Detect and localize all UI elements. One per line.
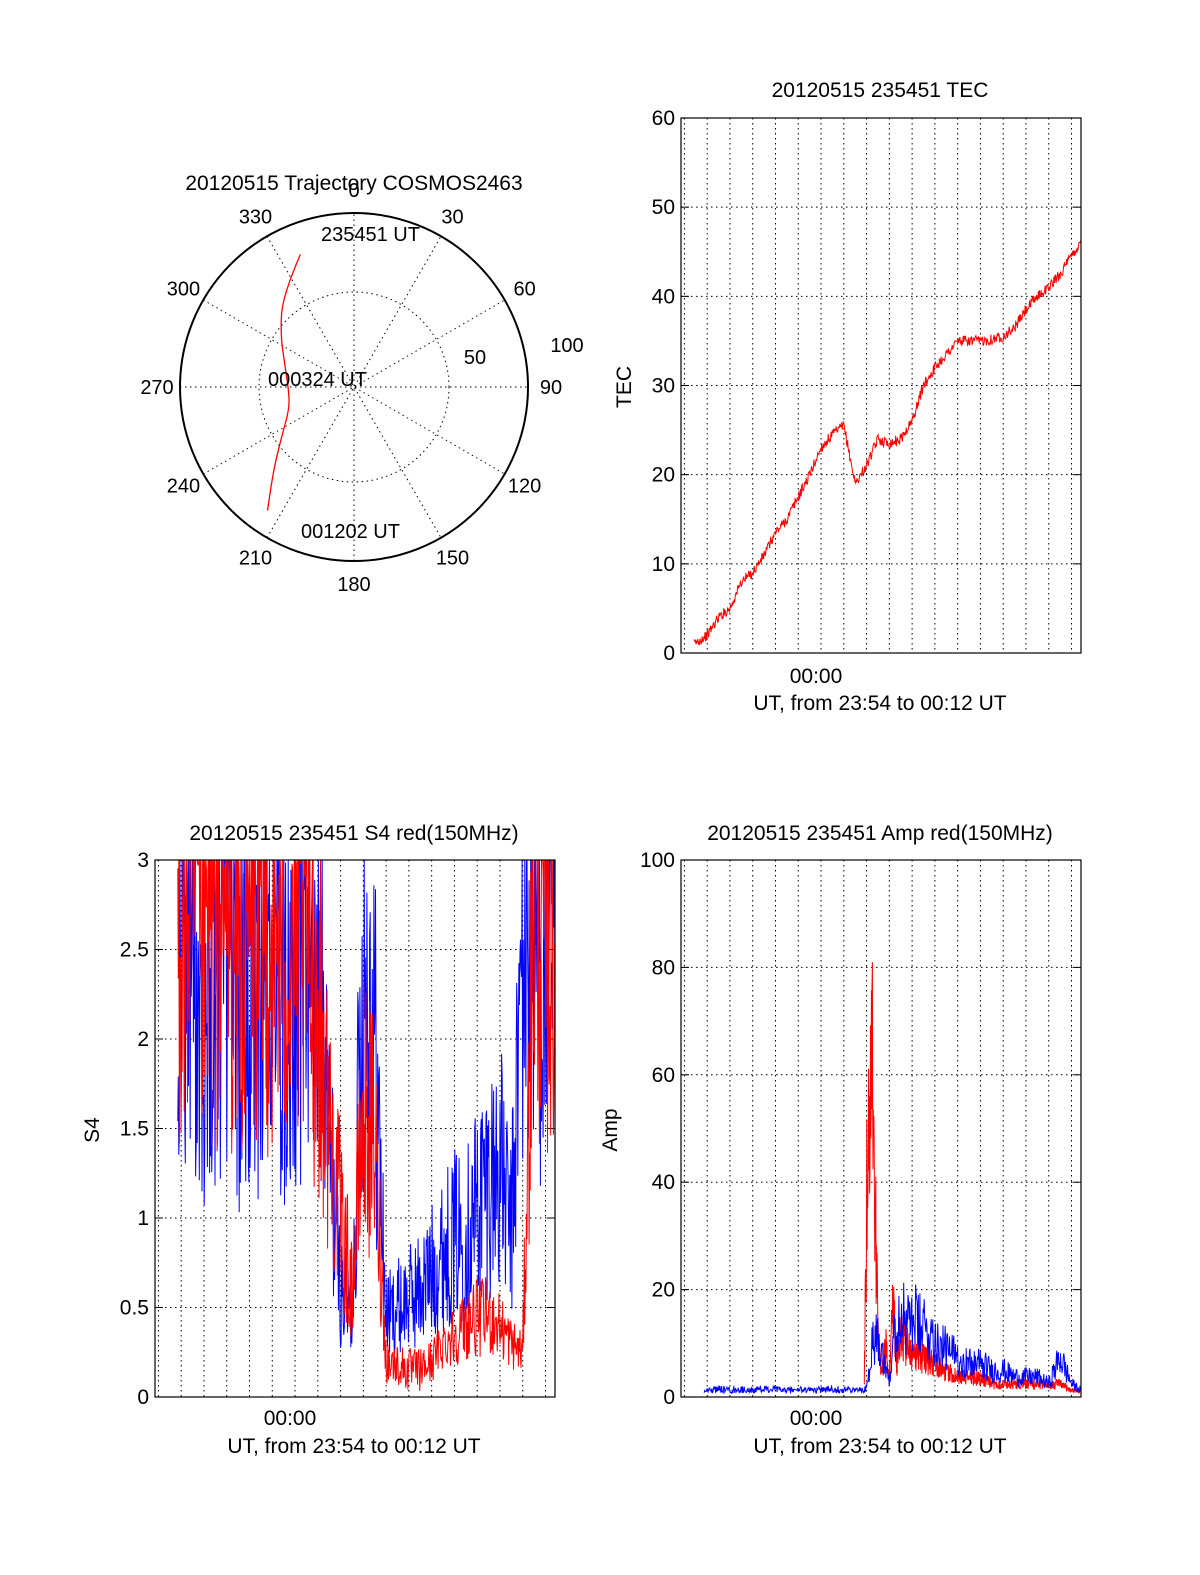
polar-grid — [179, 212, 529, 562]
s4-title: 20120515 235451 S4 red(150MHz) — [189, 822, 518, 845]
y-tick-label: 80 — [652, 956, 675, 979]
amp-x-tick-label: 00:00 — [790, 1407, 843, 1430]
polar-angle-label: 60 — [513, 279, 535, 301]
s4-series — [177, 859, 556, 1392]
amp-y-tick-labels: 0 20 40 60 80 100 — [640, 849, 675, 1409]
polar-spoke — [266, 236, 442, 538]
polar-radius-label-50: 50 — [464, 347, 486, 369]
s4-y-axis-label: S4 — [81, 1117, 104, 1143]
tec-series — [693, 239, 1082, 646]
y-tick-label: 40 — [652, 285, 675, 308]
y-tick-label: 2 — [137, 1028, 149, 1051]
tec-x-axis-label: UT, from 23:54 to 00:12 UT — [753, 692, 1006, 715]
y-tick-label: 3 — [137, 849, 149, 872]
polar-inner-circle — [258, 291, 450, 483]
polar-angle-labels: 0 30 60 90 120 150 180 210 240 270 300 330 — [140, 180, 562, 596]
y-tick-label: 20 — [652, 1279, 675, 1302]
red-series-line — [177, 859, 556, 1392]
polar-angle-label: 270 — [140, 377, 173, 399]
tec-grid — [681, 117, 1081, 654]
trajectory-start-label: 235451 UT — [321, 224, 420, 246]
polar-radius-label-100: 100 — [550, 335, 583, 357]
polar-angle-label: 150 — [436, 548, 469, 570]
y-tick-label: 50 — [652, 196, 675, 219]
polar-angle-label: 180 — [337, 574, 370, 596]
y-tick-label: 10 — [652, 553, 675, 576]
amp-title: 20120515 235451 Amp red(150MHz) — [707, 822, 1053, 845]
trajectory-end-label: 001202 UT — [301, 521, 400, 543]
polar-trajectory-panel: 20120515 Trajectory COSMOS2463 0 30 60 90 12… — [140, 172, 583, 596]
trajectory-line — [266, 254, 302, 511]
polar-spoke — [203, 299, 505, 475]
tec-title: 20120515 235451 TEC — [772, 79, 989, 102]
y-tick-label: 20 — [652, 464, 675, 487]
amp-panel: 20120515 235451 Amp red(150MHz) 0 20 40 60 8… — [599, 822, 1082, 1458]
y-tick-label: 1.5 — [120, 1118, 149, 1141]
y-tick-label: 60 — [652, 1064, 675, 1087]
polar-angle-label: 240 — [167, 476, 200, 498]
tec-y-axis-label: TEC — [613, 366, 636, 408]
y-tick-label: 60 — [652, 107, 675, 130]
amp-series — [703, 962, 1082, 1395]
tec-x-tick-label: 00:00 — [790, 665, 843, 688]
tec-y-tick-labels: 0 10 20 30 40 50 60 — [652, 107, 675, 665]
trajectory-mid-label: 000324 UT — [268, 369, 367, 391]
s4-plot-frame — [154, 859, 556, 1398]
polar-spoke — [203, 299, 505, 475]
amp-y-axis-label: Amp — [599, 1108, 622, 1151]
y-tick-label: 0 — [137, 1386, 149, 1409]
y-tick-label: 0 — [663, 642, 675, 665]
polar-title: 20120515 Trajectory COSMOS2463 — [185, 172, 522, 195]
y-tick-label: 0.5 — [120, 1297, 149, 1320]
y-tick-label: 100 — [640, 849, 675, 872]
polar-angle-label: 120 — [508, 476, 541, 498]
y-tick-label: 0 — [663, 1386, 675, 1409]
s4-y-tick-labels: 0 0.5 1 1.5 2 2.5 3 — [120, 849, 149, 1409]
amp-grid — [681, 859, 1081, 1398]
amp-x-axis-label: UT, from 23:54 to 00:12 UT — [753, 1435, 1006, 1458]
amp-plot-frame — [680, 859, 1082, 1398]
polar-angle-label: 300 — [167, 279, 200, 301]
s4-panel: 20120515 235451 S4 red(150MHz) 0 0.5 1 1.5 2… — [81, 822, 556, 1458]
polar-angle-label: 30 — [441, 206, 463, 228]
s4-x-axis-label: UT, from 23:54 to 00:12 UT — [227, 1435, 480, 1458]
y-tick-label: 2.5 — [120, 939, 149, 962]
red-series-line — [693, 239, 1082, 646]
tec-plot-frame — [680, 117, 1082, 654]
polar-angle-label: 330 — [239, 206, 272, 228]
polar-angle-label: 90 — [540, 377, 562, 399]
blue-series-line — [703, 1282, 1082, 1395]
y-tick-label: 1 — [137, 1207, 149, 1230]
polar-angle-label: 0 — [348, 180, 359, 202]
red-series-line — [863, 962, 1082, 1395]
polar-spoke — [266, 236, 442, 538]
s4-x-tick-label: 00:00 — [264, 1407, 317, 1430]
y-tick-label: 40 — [652, 1171, 675, 1194]
y-tick-label: 30 — [652, 375, 675, 398]
polar-angle-label: 210 — [239, 548, 272, 570]
